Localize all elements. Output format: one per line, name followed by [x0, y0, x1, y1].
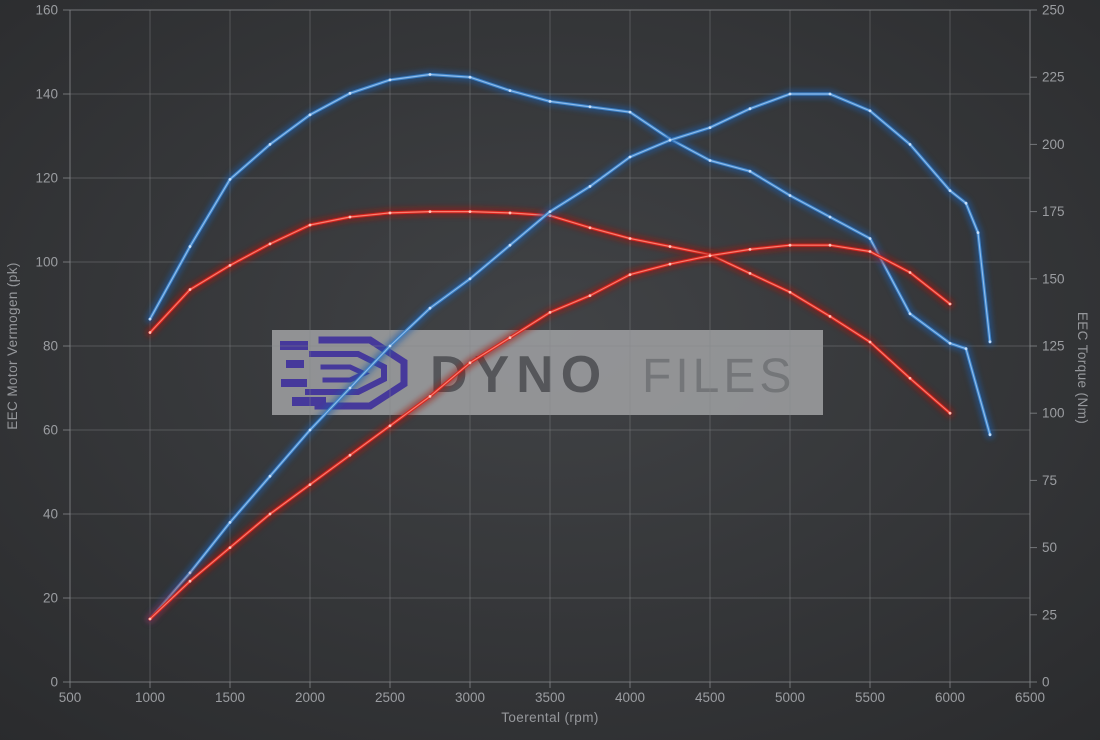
x-axis-title: Toerental (rpm) [501, 710, 599, 725]
left-tick-labels: 0 20 40 60 80 100 120 140 160 [35, 3, 58, 690]
watermark-text-files: FILES [642, 350, 795, 403]
svg-text:2000: 2000 [295, 690, 325, 705]
svg-text:4000: 4000 [615, 690, 645, 705]
svg-text:0: 0 [50, 675, 58, 690]
svg-text:160: 160 [35, 3, 58, 18]
svg-text:500: 500 [59, 690, 82, 705]
svg-text:100: 100 [35, 255, 58, 270]
svg-text:225: 225 [1042, 70, 1065, 85]
svg-text:1500: 1500 [215, 690, 245, 705]
svg-text:100: 100 [1042, 406, 1065, 421]
svg-text:2500: 2500 [375, 690, 405, 705]
curve-red-power [145, 240, 955, 624]
svg-text:20: 20 [43, 591, 58, 606]
svg-text:5500: 5500 [855, 690, 885, 705]
svg-text:200: 200 [1042, 137, 1065, 152]
svg-text:250: 250 [1042, 3, 1065, 18]
right-axis-title: EEC Torque (Nm) [1075, 312, 1090, 424]
svg-text:120: 120 [35, 171, 58, 186]
svg-text:5000: 5000 [775, 690, 805, 705]
axis-ticks [63, 9, 1037, 688]
svg-text:75: 75 [1042, 473, 1057, 488]
svg-text:40: 40 [43, 507, 58, 522]
curve-blue-power [145, 89, 995, 624]
svg-text:80: 80 [43, 339, 58, 354]
x-tick-labels: 500 1000 1500 2000 2500 3000 3500 4000 4500 5000 5… [59, 690, 1045, 705]
svg-text:50: 50 [1042, 540, 1057, 555]
svg-text:140: 140 [35, 87, 58, 102]
right-tick-labels: 0 25 50 75 100 125 150 175 200 225 250 [1042, 3, 1065, 690]
svg-text:1000: 1000 [135, 690, 165, 705]
dynofiles-watermark: DYNO FILES [272, 330, 823, 415]
svg-text:3500: 3500 [535, 690, 565, 705]
svg-text:6500: 6500 [1015, 690, 1045, 705]
svg-text:150: 150 [1042, 271, 1065, 286]
svg-text:60: 60 [43, 423, 58, 438]
svg-text:6000: 6000 [935, 690, 965, 705]
curves [145, 70, 995, 624]
svg-text:4500: 4500 [695, 690, 725, 705]
svg-text:3000: 3000 [455, 690, 485, 705]
svg-text:175: 175 [1042, 204, 1065, 219]
svg-text:125: 125 [1042, 339, 1065, 354]
left-axis-title: EEC Motor Vermogen (pk) [5, 262, 20, 430]
svg-text:0: 0 [1042, 675, 1050, 690]
svg-text:25: 25 [1042, 607, 1057, 622]
